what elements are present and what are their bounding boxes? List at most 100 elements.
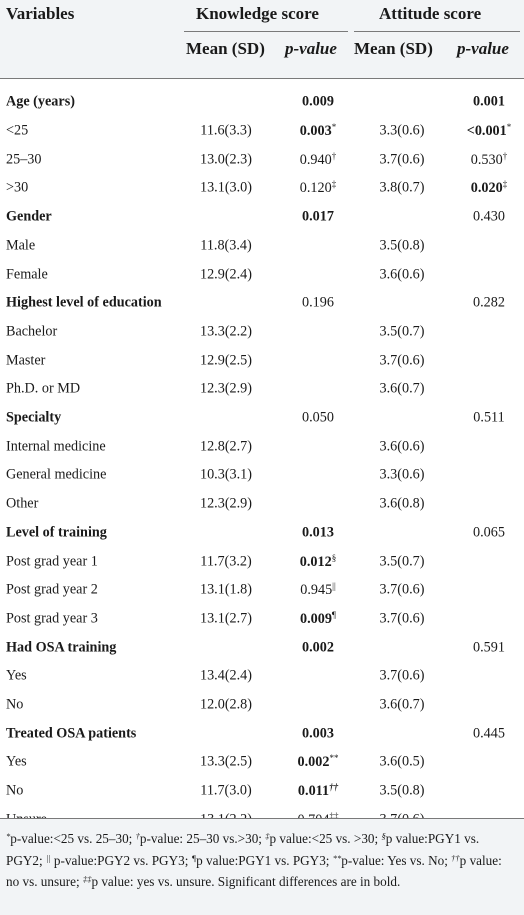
attitude-mean-sd-text: 3.7(0.6) [379, 352, 425, 369]
row-label-text: Treated OSA patients [6, 725, 137, 742]
attitude-p-value: 0.001 [456, 94, 522, 111]
table-section-row: Had OSA training 0.002 0.591 [0, 633, 524, 662]
attitude-p-value-text: <0.001 [466, 123, 507, 140]
row-label-text: Male [6, 237, 36, 254]
table-row: Ph.D. or MD 12.3(2.9) 3.6(0.7) [0, 375, 524, 404]
attitude-p-value-text: 0.020 [470, 180, 503, 197]
attitude-mean-sd: 3.3(0.6) [352, 467, 452, 484]
footnote-entry: p value: yes vs. unsure. Significant dif… [91, 874, 401, 889]
row-label: Other [6, 496, 38, 513]
row-label-text: Gender [6, 208, 52, 225]
row-label-text: Highest level of education [6, 294, 162, 311]
attitude-mean-sd: 3.5(0.7) [352, 553, 452, 570]
knowledge-mean-sd: 11.7(3.2) [176, 553, 276, 570]
row-label-text: <25 [6, 122, 29, 139]
attitude-p-value: 0.020‡ [456, 179, 522, 197]
footnote-entry: p value:PGY1 vs. PGY3; [196, 852, 333, 868]
row-label-text: Bachelor [6, 323, 58, 340]
header-variables: Variables [6, 4, 75, 23]
attitude-p-value-text: 0.445 [473, 725, 505, 742]
row-label-text: No [6, 696, 24, 713]
knowledge-p-value: 0.012§ [282, 553, 354, 571]
knowledge-p-value-footnote-mark: * [331, 122, 337, 133]
row-label-text: General medicine [6, 466, 107, 483]
row-label: Ph.D. or MD [6, 381, 80, 398]
knowledge-p-value: 0.017 [282, 209, 354, 226]
row-label-text: Age (years) [6, 93, 75, 110]
table-row: Post grad year 2 13.1(1.8) 0.945|| 3.7(0.6) [0, 576, 524, 605]
table-row: Female 12.9(2.4) 3.6(0.6) [0, 260, 524, 289]
attitude-mean-sd: 3.7(0.6) [352, 668, 452, 685]
row-label-text: No [6, 782, 24, 799]
footnote-mark: || [45, 852, 51, 863]
knowledge-mean-sd: 13.3(2.2) [176, 323, 276, 340]
attitude-p-value: 0.430 [456, 209, 522, 226]
knowledge-p-value: 0.940† [282, 151, 354, 169]
attitude-p-value: 0.511 [456, 410, 522, 427]
knowledge-mean-sd: 12.0(2.8) [176, 697, 276, 714]
attitude-mean-sd: 3.7(0.6) [352, 582, 452, 599]
attitude-mean-sd: 3.6(0.7) [352, 697, 452, 714]
row-label-text: Post grad year 1 [6, 553, 98, 570]
footnote-entry: p value: no vs. unsure; [6, 852, 502, 890]
knowledge-mean-sd: 12.8(2.7) [176, 438, 276, 455]
attitude-mean-sd: 3.3(0.6) [352, 123, 452, 140]
table-row: >30 13.1(3.0) 0.120‡ 3.8(0.7) 0.020‡ [0, 174, 524, 203]
attitude-mean-sd-text: 3.7(0.6) [379, 581, 425, 598]
knowledge-p-value: 0.011†† [282, 782, 354, 800]
row-label-text: >30 [6, 179, 29, 196]
knowledge-p-value-footnote-mark: ** [329, 753, 339, 764]
row-label-text: Female [6, 266, 48, 283]
table-row: Post grad year 1 11.7(3.2) 0.012§ 3.5(0.7) [0, 547, 524, 576]
attitude-mean-sd-text: 3.6(0.6) [379, 266, 425, 283]
knowledge-p-value-text: 0.011 [297, 783, 330, 800]
table-row: 25–30 13.0(2.3) 0.940† 3.7(0.6) 0.530† [0, 145, 524, 174]
row-label: Specialty [6, 410, 61, 427]
table-row: General medicine 10.3(3.1) 3.3(0.6) [0, 461, 524, 490]
knowledge-mean-sd-text: 13.3(2.2) [199, 323, 252, 340]
knowledge-p-value-text: 0.945 [300, 582, 333, 599]
table-row: Yes 13.4(2.4) 3.7(0.6) [0, 662, 524, 691]
knowledge-p-value: 0.050 [282, 410, 354, 427]
table-section-row: Gender 0.017 0.430 [0, 203, 524, 232]
attitude-mean-sd: 3.5(0.8) [352, 237, 452, 254]
knowledge-p-value-text: 0.940 [299, 151, 332, 168]
knowledge-mean-sd-text: 12.9(2.5) [199, 352, 252, 369]
header-knowledge-score: Knowledge score [196, 4, 319, 23]
row-label-text: 25–30 [6, 151, 42, 168]
attitude-p-value-text: 0.282 [473, 294, 505, 311]
attitude-mean-sd-text: 3.6(0.5) [379, 753, 425, 770]
knowledge-mean-sd-text: 13.3(2.5) [199, 753, 252, 770]
row-label-text: Had OSA training [6, 639, 117, 656]
attitude-p-value-text: 0.430 [473, 208, 505, 225]
attitude-p-value-text: 0.530 [470, 151, 503, 168]
row-label: Master [6, 352, 45, 369]
footnote-mark: § [381, 831, 386, 841]
knowledge-mean-sd-text: 12.3(2.9) [199, 380, 252, 397]
knowledge-p-value-text: 0.009 [300, 610, 332, 627]
table-section-row: Age (years) 0.009 0.001 [0, 88, 524, 117]
knowledge-mean-sd: 12.3(2.9) [176, 381, 276, 398]
attitude-p-value-text: 0.591 [473, 639, 505, 656]
knowledge-p-value-footnote-mark: § [331, 552, 337, 563]
knowledge-mean-sd: 11.7(3.0) [176, 783, 276, 800]
knowledge-mean-sd: 13.1(3.0) [176, 180, 276, 197]
row-label-text: Post grad year 2 [6, 581, 98, 598]
attitude-p-value-text: 0.065 [473, 524, 505, 541]
knowledge-p-value-footnote-mark: ‡‡ [329, 810, 339, 821]
knowledge-p-value-footnote-mark: † [331, 150, 337, 161]
knowledge-mean-sd-text: 13.4(2.4) [199, 667, 252, 684]
footnote-mark: †† [451, 852, 460, 863]
row-label-text: Level of training [6, 524, 107, 541]
row-label: Post grad year 2 [6, 582, 98, 599]
attitude-mean-sd: 3.6(0.6) [352, 438, 452, 455]
row-label: Yes [6, 668, 27, 685]
row-label: Post grad year 3 [6, 610, 98, 627]
footnote-text: *p-value:<25 vs. 25–30; †p-value: 25–30 … [6, 831, 502, 889]
knowledge-p-value-text: 0.120 [299, 180, 332, 197]
knowledge-mean-sd-text: 11.7(3.0) [200, 782, 252, 799]
attitude-mean-sd: 3.7(0.6) [352, 352, 452, 369]
row-label: No [6, 697, 23, 714]
row-label-text: Yes [6, 667, 27, 684]
row-label: Internal medicine [6, 438, 106, 455]
